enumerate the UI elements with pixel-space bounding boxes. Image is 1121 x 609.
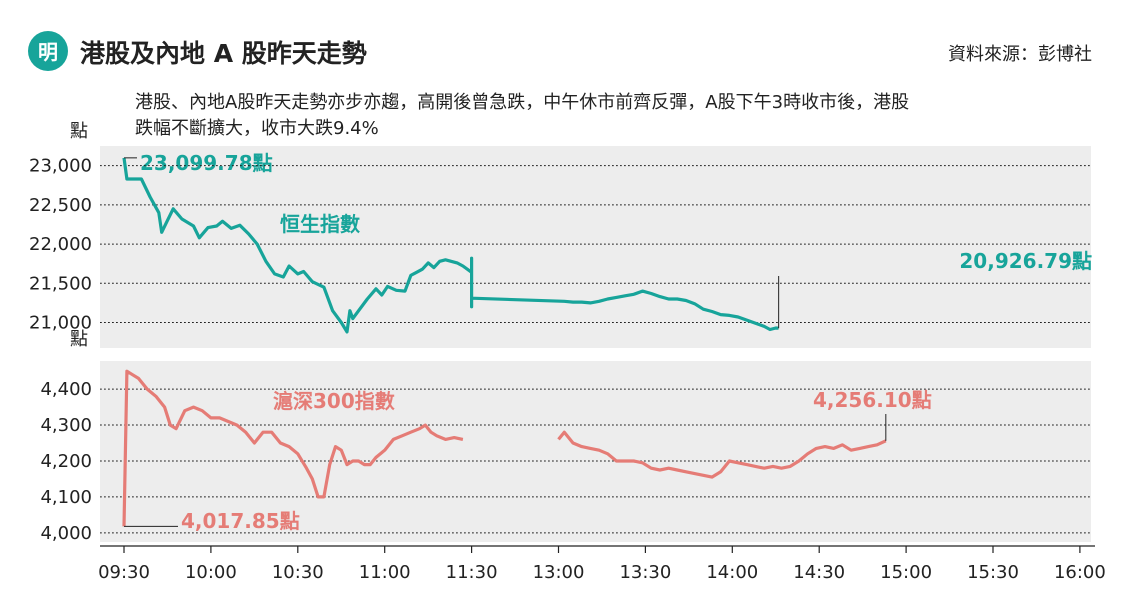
x-tick-label: 10:30	[272, 562, 324, 583]
csi-y-tick-label: 4,400	[40, 379, 92, 400]
hsi-y-tick-label: 22,000	[29, 234, 92, 255]
grid-layer	[100, 165, 1091, 534]
hsi-unit-label: 點	[70, 121, 88, 142]
x-tick-label: 10:00	[185, 562, 237, 583]
x-tick-label: 13:00	[533, 562, 585, 583]
csi-line-morning	[122, 369, 464, 527]
line-layer	[122, 157, 887, 527]
hsi-series-label: 恒生指數	[280, 212, 360, 236]
hsi-start-annotation: 23,099.78點	[140, 151, 273, 175]
x-tick-label: 09:30	[98, 562, 150, 583]
hsi-end-annotation: 20,926.79點	[959, 249, 1092, 273]
hsi-line	[122, 157, 779, 334]
x-tick-label: 14:30	[793, 562, 845, 583]
csi-y-tick-label: 4,100	[40, 487, 92, 508]
csi-y-tick-label: 4,200	[40, 451, 92, 472]
hsi-panel-bg	[100, 146, 1091, 348]
csi-series-label: 滬深300指數	[273, 389, 395, 413]
x-tick-label: 16:00	[1054, 562, 1106, 583]
x-tick-label: 11:00	[359, 562, 411, 583]
logo: 明	[28, 31, 68, 71]
csi-y-tick-label: 4,300	[40, 415, 92, 436]
tick-layer: 23,000 22,500 22,000 21,500 21,000 4,400 4,300…	[29, 156, 1106, 583]
x-tick-label: 14:00	[706, 562, 758, 583]
subtitle-line-1: 港股、內地A股昨天走勢亦步亦趨，高開後曾急跌，中午休市前齊反彈，A股下午3時收市…	[135, 92, 909, 113]
csi-line-afternoon	[557, 430, 887, 479]
hsi-y-tick-label: 22,500	[29, 195, 92, 216]
subtitle-line-2: 跌幅不斷擴大，收市大跌9.4%	[135, 118, 379, 139]
hsi-y-tick-label: 21,000	[29, 312, 92, 333]
csi-y-tick-label: 4,000	[40, 523, 92, 544]
x-tick-label: 13:30	[619, 562, 671, 583]
source-label: 資料來源：彭博社	[948, 44, 1092, 65]
csi-low-annotation: 4,017.85點	[181, 509, 300, 533]
x-tick-label: 15:30	[967, 562, 1019, 583]
logo-text: 明	[38, 40, 58, 64]
hsi-y-tick-label: 23,000	[29, 156, 92, 177]
x-tick-label: 15:00	[880, 562, 932, 583]
hsi-y-tick-label: 21,500	[29, 273, 92, 294]
chart-title: 港股及內地 A 股昨天走勢	[80, 39, 367, 68]
csi-unit-label: 點	[70, 329, 88, 350]
x-tick-label: 11:30	[446, 562, 498, 583]
csi-panel-bg	[100, 361, 1091, 542]
csi-end-annotation: 4,256.10點	[813, 388, 932, 412]
